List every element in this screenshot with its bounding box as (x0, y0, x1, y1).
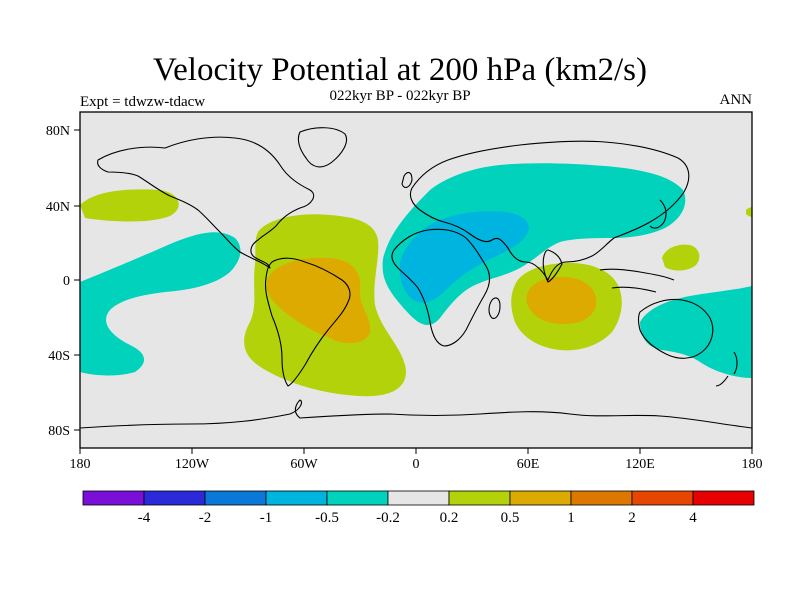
colorbar-label: -2 (199, 510, 212, 526)
contour-fill-eurasia (382, 163, 686, 326)
map-panel (80, 112, 752, 448)
colorbar-label: 0.2 (440, 510, 459, 526)
contour-fill-epacific (80, 232, 241, 376)
colorbar-swatch (448, 490, 511, 506)
contour-fill-east-edge (746, 207, 752, 217)
season-label: ANN (719, 92, 753, 108)
coast-south-america (264, 257, 351, 387)
lat-tick-label: 80N (46, 124, 70, 139)
lon-tick-label: 60W (290, 457, 318, 472)
colorbar-swatch (509, 490, 572, 506)
lat-tick-label: 0 (63, 274, 70, 289)
coast-new-zealand (715, 351, 738, 387)
colorbar-label: -0.2 (376, 510, 400, 526)
contour-fill-australia (640, 286, 752, 378)
lon-tick-label: 120E (625, 457, 655, 472)
colorbar-swatch (570, 490, 633, 506)
experiment-label: Expt = tdwzw-tdacw (80, 94, 206, 110)
colorbar-label: -1 (260, 510, 273, 526)
coast-australia (637, 298, 714, 359)
contour-fill-indian-core (526, 276, 597, 324)
coastlines (80, 127, 752, 429)
colorbar-label: -4 (138, 510, 151, 526)
colorbar-swatch (143, 490, 206, 506)
map-subtitle: 022kyr BP - 022kyr BP (329, 88, 471, 104)
lon-tick-label: 0 (413, 457, 420, 472)
colorbar-label: 1 (567, 510, 575, 526)
contour-fill-wpacific (662, 244, 700, 271)
map-title: Velocity Potential at 200 hPa (km2/s) (152, 52, 648, 88)
coast-eurasia (409, 140, 690, 281)
colorbar-label: 4 (689, 510, 697, 526)
colorbar-label: 0.5 (501, 510, 520, 526)
lat-tick-label: 40S (48, 349, 70, 364)
colorbar-swatch (326, 490, 389, 506)
colorbar-swatch (82, 490, 145, 506)
colorbar-swatch (387, 490, 450, 506)
coast-india (542, 249, 563, 283)
lon-tick-label: 60E (517, 457, 540, 472)
colorbar-swatch (692, 490, 755, 506)
colorbar-swatch (631, 490, 694, 506)
coast-antarctica (80, 399, 752, 429)
coast-africa (391, 228, 491, 347)
coast-britain (401, 171, 413, 189)
lon-tick-label: 180 (70, 457, 91, 472)
coast-indonesia (599, 268, 675, 293)
coast-greenland (297, 127, 348, 168)
contour-fill-africa-core (399, 211, 529, 303)
colorbar-swatch (265, 490, 328, 506)
colorbar-label: 2 (628, 510, 636, 526)
coast-japan (649, 199, 667, 229)
contour-fill-npacific (80, 189, 179, 222)
coast-north-america (97, 136, 315, 269)
latitude-axis: 80N 40N 0 40S 80S (46, 124, 80, 439)
contour-fill-samerica-core (266, 257, 371, 344)
colorbar: -4 -2 -1 -0.5 -0.2 0.2 0.5 1 2 4 (82, 490, 755, 526)
coast-madagascar (488, 297, 501, 319)
lon-tick-label: 180 (742, 457, 763, 472)
lat-tick-label: 40N (46, 200, 70, 215)
colorbar-swatch (204, 490, 267, 506)
colorbar-label: -0.5 (315, 510, 339, 526)
lon-tick-label: 120W (175, 457, 210, 472)
contour-fills (80, 163, 752, 397)
longitude-axis: 180 120W 60W 0 60E 120E 180 (70, 448, 763, 472)
lat-tick-label: 80S (48, 424, 70, 439)
